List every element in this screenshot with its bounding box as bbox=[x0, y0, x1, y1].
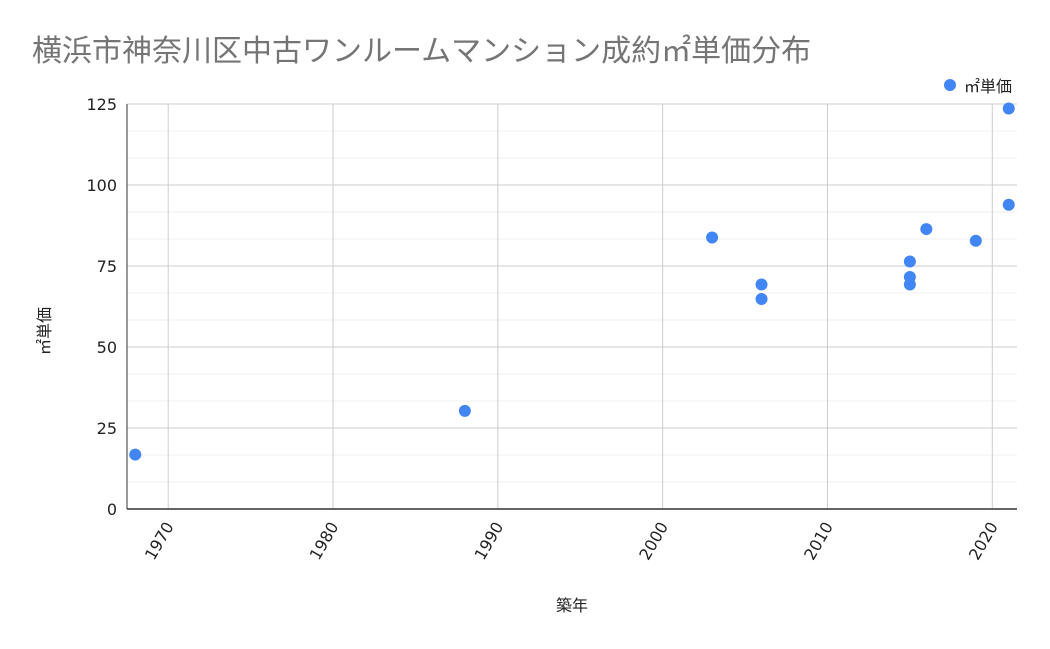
data-point bbox=[706, 231, 719, 244]
y-tick-label: 125 bbox=[86, 95, 117, 114]
data-point bbox=[903, 278, 916, 291]
legend[interactable]: ㎡単価 bbox=[943, 73, 1012, 97]
minor-gridlines bbox=[127, 130, 1017, 483]
axes bbox=[126, 104, 1017, 510]
data-point bbox=[920, 223, 933, 236]
major-gridlines bbox=[127, 103, 1017, 509]
y-tick-label: 75 bbox=[97, 257, 117, 276]
x-tick-label: 2000 bbox=[635, 519, 672, 564]
data-points bbox=[129, 102, 1015, 461]
chart-title: 横浜市神奈川区中古ワンルームマンション成約㎡単価分布 bbox=[32, 34, 812, 69]
legend-swatch bbox=[943, 79, 956, 91]
legend-label: ㎡単価 bbox=[963, 77, 1012, 96]
y-tick-label: 50 bbox=[97, 338, 117, 357]
y-tick-labels: 0 25 50 75 100 125 bbox=[86, 95, 117, 519]
y-axis-label: ㎡単価 bbox=[35, 307, 54, 355]
data-point bbox=[903, 255, 916, 268]
data-point bbox=[129, 448, 142, 461]
data-point bbox=[969, 234, 982, 247]
data-point bbox=[458, 404, 471, 417]
y-tick-label: 100 bbox=[86, 176, 117, 195]
x-tick-label: 1990 bbox=[470, 519, 507, 564]
x-tick-label: 1970 bbox=[141, 519, 178, 564]
x-tick-label: 2020 bbox=[965, 519, 1002, 564]
x-tick-label: 1980 bbox=[306, 519, 343, 564]
y-tick-label: 0 bbox=[107, 500, 117, 519]
x-axis-label: 築年 bbox=[556, 596, 588, 615]
y-tick-label: 25 bbox=[97, 419, 117, 438]
data-point bbox=[755, 293, 768, 306]
x-tick-labels: 1970 1980 1990 2000 2010 2020 bbox=[141, 519, 1002, 564]
data-point bbox=[1002, 102, 1015, 115]
x-tick-label: 2010 bbox=[800, 519, 837, 564]
data-point bbox=[755, 278, 768, 291]
data-point bbox=[1002, 198, 1015, 211]
